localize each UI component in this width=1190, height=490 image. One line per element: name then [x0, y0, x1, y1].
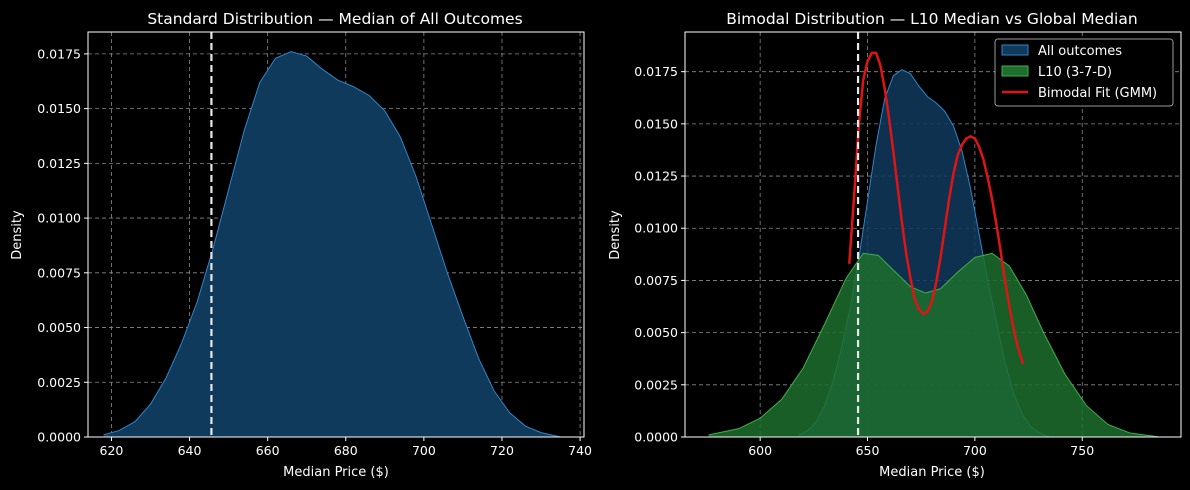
- x-tick-label: 750: [1070, 443, 1094, 458]
- left-y-axis-label: Density: [10, 210, 25, 260]
- y-tick-label: 0.0100: [634, 221, 678, 236]
- y-tick-label: 0.0150: [37, 101, 81, 116]
- left-x-axis-label: Median Price ($): [283, 465, 389, 480]
- x-tick-label: 640: [178, 443, 202, 458]
- y-tick-label: 0.0025: [634, 377, 678, 392]
- left-plot-frame: [87, 31, 585, 438]
- legend-label-gmm: Bimodal Fit (GMM): [1038, 86, 1157, 101]
- legend: All outcomes L10 (3-7-D) Bimodal Fit (GM…: [994, 38, 1174, 107]
- y-tick-label: 0.0050: [37, 320, 81, 335]
- series-area-all-outcomes: [103, 51, 561, 437]
- series-outline-l10-3-7-d: [708, 252, 1160, 438]
- series-area-l10-3-7-d: [708, 253, 1160, 437]
- y-tick-label: 0.0000: [634, 430, 678, 445]
- y-tick-label: 0.0150: [634, 116, 678, 131]
- right-y-axis-label: Density: [608, 210, 623, 260]
- right-plot-frame: [684, 31, 1182, 438]
- y-tick-label: 0.0000: [37, 430, 81, 445]
- x-tick-label: 740: [568, 443, 592, 458]
- y-tick-label: 0.0175: [634, 64, 678, 79]
- y-tick-label: 0.0025: [37, 375, 81, 390]
- series-line-bimodal-fit-gmm: [848, 51, 1025, 365]
- x-tick-label: 660: [256, 443, 280, 458]
- legend-swatch-l10: [1001, 65, 1029, 77]
- series-outline-all-outcomes: [103, 51, 561, 438]
- left-chart-panel: Standard Distribution — Median of All Ou…: [10, 10, 592, 480]
- legend-label-l10: L10 (3-7-D): [1038, 65, 1112, 80]
- x-tick-label: 650: [856, 443, 880, 458]
- y-tick-label: 0.0100: [37, 211, 81, 226]
- y-tick-label: 0.0175: [37, 46, 81, 61]
- legend-box: [994, 38, 1174, 107]
- y-tick-label: 0.0050: [634, 325, 678, 340]
- y-tick-label: 0.0125: [37, 156, 81, 171]
- right-chart-title: Bimodal Distribution — L10 Median vs Glo…: [726, 10, 1137, 28]
- x-tick-label: 700: [963, 443, 987, 458]
- x-tick-label: 680: [334, 443, 358, 458]
- right-chart-panel: Bimodal Distribution — L10 Median vs Glo…: [608, 10, 1182, 480]
- legend-swatch-all-outcomes: [1001, 44, 1029, 56]
- x-tick-label: 720: [490, 443, 514, 458]
- right-x-axis-label: Median Price ($): [879, 465, 985, 480]
- y-tick-label: 0.0125: [634, 169, 678, 184]
- left-chart-title: Standard Distribution — Median of All Ou…: [147, 10, 522, 28]
- x-tick-label: 620: [100, 443, 124, 458]
- y-tick-label: 0.0075: [37, 265, 81, 280]
- legend-label-all-outcomes: All outcomes: [1038, 44, 1122, 59]
- y-tick-label: 0.0075: [634, 273, 678, 288]
- x-tick-label: 600: [748, 443, 772, 458]
- x-tick-label: 700: [412, 443, 436, 458]
